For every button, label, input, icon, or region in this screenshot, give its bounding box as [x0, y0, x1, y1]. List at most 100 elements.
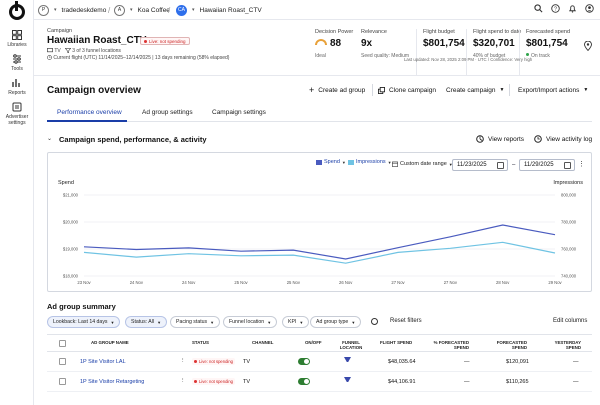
reset-filters-button[interactable]: Reset filters [390, 318, 422, 324]
col-yesterday-spend[interactable]: YESTERDAY SPEND [554, 340, 581, 350]
kpi-label: Flight spend to date [473, 29, 522, 35]
tab-campaign-settings[interactable]: Campaign settings [212, 109, 266, 116]
flight-spend-cell: $44,106.91 [388, 379, 416, 385]
series-line-impressions [83, 241, 556, 264]
breadcrumb-partner[interactable]: P ▾ tradedeskdemo [38, 4, 106, 16]
kpi-flight-spend[interactable]: Flight spend to date $320,701 40% of bud… [466, 29, 521, 75]
funnel-location-filter[interactable]: Funnel location ▼ [223, 316, 278, 328]
on-off-toggle[interactable] [298, 358, 310, 365]
pin-icon[interactable] [584, 41, 592, 51]
x-tick-label: 24 Nov [130, 280, 144, 285]
bell-icon[interactable] [568, 4, 577, 13]
col-on-off[interactable]: ON/OFF [305, 340, 322, 345]
calendar-icon[interactable] [564, 162, 571, 169]
row-menu-icon[interactable]: ⋮ [180, 358, 186, 364]
advertiser-badge: A [114, 4, 125, 16]
ad-group-type-filter[interactable]: Ad group type ▼ [310, 316, 362, 328]
create-ad-group-button[interactable]: + Create ad group [309, 84, 365, 96]
chevron-down-icon: ▼ [583, 87, 589, 93]
copy-icon [378, 86, 385, 94]
page-title: Campaign overview [47, 85, 141, 96]
status-badge: Live: not spending [192, 358, 235, 365]
edit-columns-button[interactable]: Edit columns [553, 318, 588, 324]
export-import-button[interactable]: Export/Import actions ▼ [518, 84, 588, 96]
divider [372, 84, 373, 96]
forecast-cell: $120,091 [506, 359, 529, 365]
start-date-input[interactable]: 11/23/2025 [452, 159, 508, 171]
end-date-value: 11/29/2025 [524, 162, 554, 168]
kpi-relevance[interactable]: Relevance 9x Seed quality: Medium [361, 29, 409, 75]
date-separator: – [512, 162, 516, 168]
user-icon[interactable] [585, 4, 594, 13]
chevron-down-icon[interactable]: ⌄ [47, 136, 53, 142]
breadcrumb-campaign[interactable]: CA ▾ Hawaiian Roast_CTV [176, 4, 262, 16]
series-line-spend [83, 224, 556, 260]
ad-group-name-link[interactable]: 1P Site Visitor LAL [80, 359, 126, 365]
chevron-down-icon: ▼ [267, 319, 272, 325]
kpi-value: $801,754 [423, 38, 465, 49]
flight-text: Current flight (UTC) 11/14/2025–12/14/20… [53, 55, 230, 61]
view-activity-log-button[interactable]: View activity log [534, 135, 592, 143]
tab-performance-overview[interactable]: Performance overview [57, 109, 122, 116]
col-funnel-location[interactable]: FUNNEL LOCATION [339, 340, 363, 350]
date-range-select[interactable]: Custom date range ▼ [392, 161, 453, 167]
select-all-checkbox[interactable] [59, 340, 66, 347]
table-row[interactable]: 1P Site Visitor LAL ⋮ Live: not spending… [47, 352, 592, 372]
clone-campaign-button[interactable]: Clone campaign [378, 84, 436, 96]
kpi-filter[interactable]: KPI ▼ [282, 316, 310, 328]
button-label: Export/Import actions [518, 86, 580, 94]
end-date-input[interactable]: 11/29/2025 [519, 159, 575, 171]
col-flight-spend[interactable]: FLIGHT SPEND [380, 340, 413, 345]
row-menu-icon[interactable]: ⋮ [180, 378, 186, 384]
x-tick-label: 27 Nov [444, 280, 458, 285]
legend-spend[interactable]: Spend ▼ [316, 159, 346, 165]
more-icon[interactable]: ⋮ [578, 161, 585, 168]
legend-impressions[interactable]: Impressions ▼ [348, 159, 392, 165]
kpi-value: 88 [330, 38, 342, 49]
tab-ad-group-settings[interactable]: Ad group settings [142, 109, 193, 116]
kpi-forecasted-spend[interactable]: Forecasted spend $801,754 On track [519, 29, 570, 75]
y-right-tick-label: 800,000 [561, 193, 577, 198]
col-forecasted-spend[interactable]: FORECASTED SPEND [496, 340, 527, 350]
gauge-icon [315, 39, 327, 45]
col-channel[interactable]: CHANNEL [252, 340, 274, 345]
ad-group-name-link[interactable]: 1P Site Visitor Retargeting [80, 379, 145, 385]
calendar-icon[interactable] [497, 162, 504, 169]
button-label: View reports [488, 135, 525, 143]
pacing-status-filter[interactable]: Pacing status ▼ [170, 316, 221, 328]
view-reports-button[interactable]: View reports [476, 135, 524, 143]
breadcrumb-advertiser[interactable]: A ▾ Koa Coffee [114, 4, 170, 16]
kpi-value: $320,701 [473, 38, 515, 49]
date-range-label: Custom date range [400, 161, 447, 167]
row-checkbox[interactable] [59, 358, 66, 365]
on-off-toggle[interactable] [298, 378, 310, 385]
partner-name: tradedeskdemo [61, 6, 107, 14]
row-checkbox[interactable] [59, 378, 66, 385]
lookback-filter[interactable]: Lookback: Last 14 days ▼ [47, 316, 121, 328]
top-icons: ? [534, 4, 594, 13]
rail-reports[interactable]: Reports [0, 78, 34, 96]
spend-impressions-chart: $21,000 800,000 $20,000 780,000 $19,000 760,0… [63, 193, 577, 286]
rail-tools[interactable]: Tools [0, 54, 34, 72]
button-label: View activity log [546, 135, 593, 143]
rail-libraries[interactable]: Libraries [0, 30, 34, 48]
search-icon[interactable] [534, 4, 543, 13]
help-icon[interactable]: ? [551, 4, 560, 13]
rail-advertiser-settings[interactable]: Advertiser settings [0, 102, 34, 126]
col-status[interactable]: STATUS [192, 340, 209, 345]
chevron-down-icon: ▼ [351, 319, 356, 325]
table-row[interactable]: 1P Site Visitor Retargeting ⋮ Live: not … [47, 372, 592, 392]
kpi-decision-power[interactable]: Decision Power 88 Ideal [315, 29, 353, 75]
kpi-flight-budget[interactable]: Flight budget $801,754 [416, 29, 465, 75]
button-label: Clone campaign [389, 86, 436, 94]
col-pct-forecasted-spend[interactable]: % FORECASTED SPEND [433, 340, 469, 350]
svg-text:?: ? [554, 6, 557, 12]
create-campaign-button[interactable]: Create campaign ▼ [446, 84, 504, 96]
status-filter[interactable]: Status: All ▼ [125, 316, 168, 328]
settings-icon [12, 102, 22, 112]
campaign-label: Campaign [47, 28, 73, 34]
chevron-down-icon: ▼ [341, 159, 346, 165]
tradedesk-logo[interactable] [9, 1, 25, 20]
col-ad-group-name[interactable]: AD GROUP NAME [91, 340, 129, 345]
search-icon[interactable] [371, 318, 378, 325]
